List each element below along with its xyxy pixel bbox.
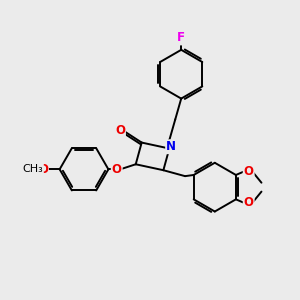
Text: O: O	[38, 163, 48, 176]
Text: O: O	[244, 196, 254, 209]
Text: N: N	[166, 140, 176, 153]
Text: CH₃: CH₃	[22, 164, 43, 174]
Text: O: O	[115, 124, 125, 136]
Text: O: O	[244, 165, 254, 178]
Text: F: F	[177, 32, 185, 44]
Text: O: O	[112, 163, 122, 176]
